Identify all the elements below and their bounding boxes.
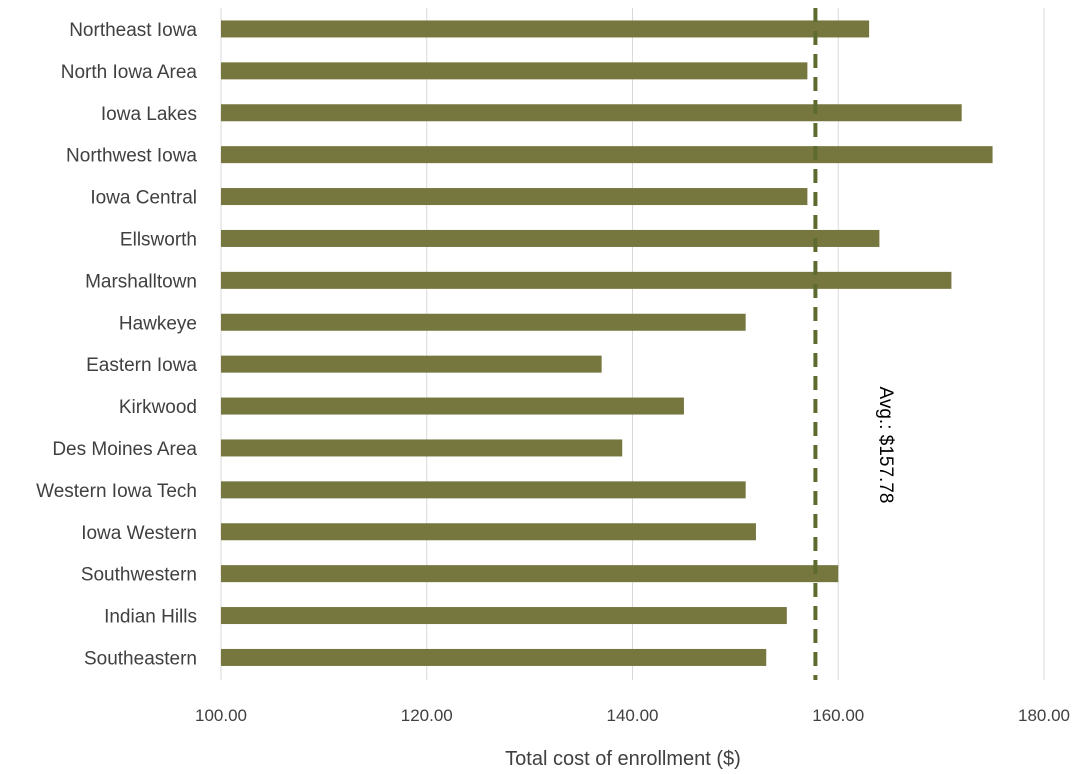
bar-14 [221, 565, 839, 583]
category-label: Hawkeye [119, 313, 197, 334]
category-label: Eastern Iowa [86, 355, 197, 376]
category-label: Marshalltown [85, 271, 197, 292]
average-line-group: Avg.: $157.78 [813, 8, 896, 680]
category-label: Western Iowa Tech [36, 481, 197, 502]
x-tick-label: 100.00 [195, 706, 247, 725]
category-label: Iowa Lakes [101, 104, 197, 125]
bar-11 [221, 439, 623, 457]
category-label: Kirkwood [119, 397, 197, 418]
bar-15 [221, 607, 787, 625]
bar-1 [221, 20, 870, 38]
bar-7 [221, 271, 952, 289]
x-tick-label: 120.00 [401, 706, 453, 725]
bar-10 [221, 397, 684, 415]
category-label: Southwestern [81, 565, 197, 586]
category-label: Iowa Western [81, 523, 197, 544]
category-labels: Northeast Iowa North Iowa Area Iowa Lakes N… [36, 20, 197, 670]
category-label: Ellsworth [120, 229, 197, 250]
bar-9 [221, 355, 602, 373]
x-tick-labels: 100.00 120.00 140.00 160.00 180.00 [195, 706, 1070, 725]
category-label: Northeast Iowa [69, 20, 197, 41]
bar-6 [221, 229, 880, 247]
bar-8 [221, 313, 746, 331]
bars [221, 20, 993, 666]
x-tick-label: 140.00 [607, 706, 659, 725]
average-label: Avg.: $157.78 [875, 387, 896, 504]
bar-5 [221, 188, 808, 206]
bar-2 [221, 62, 808, 80]
category-label: Des Moines Area [52, 439, 197, 460]
x-tick-label: 160.00 [812, 706, 864, 725]
bar-3 [221, 104, 962, 122]
category-label: Southeastern [84, 648, 197, 669]
category-label: Indian Hills [104, 607, 197, 628]
bar-4 [221, 146, 993, 164]
category-label: North Iowa Area [61, 62, 198, 83]
x-tick-label: 180.00 [1018, 706, 1070, 725]
category-label: Iowa Central [90, 188, 197, 209]
category-label: Northwest Iowa [66, 146, 197, 167]
bar-12 [221, 481, 746, 499]
bar-13 [221, 523, 756, 541]
bar-16 [221, 648, 767, 666]
x-axis-title: Total cost of enrollment ($) [505, 748, 741, 770]
